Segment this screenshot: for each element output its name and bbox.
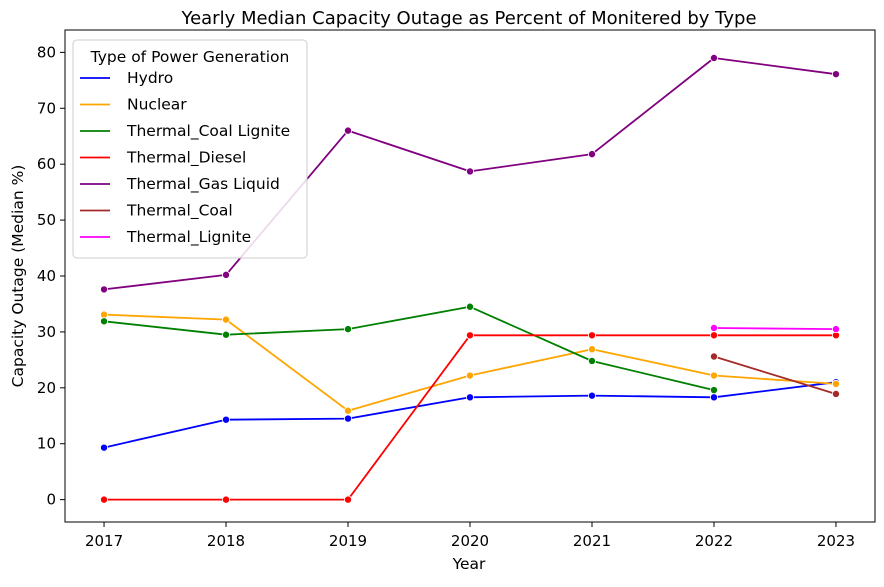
data-point-hydro [587,391,596,400]
x-tick-label: 2017 [85,532,123,550]
legend: Type of Power Generation Hydro Nuclear The… [72,39,308,259]
x-tick-label: 2021 [573,532,611,550]
legend-title: Type of Power Generation [90,48,290,66]
legend-label: Thermal_Gas Liquid [126,175,280,194]
data-point-hydro [344,414,353,423]
data-point-thermal-diesel [344,495,353,504]
y-tick-label: 30 [37,323,56,341]
legend-item-thermal-coal: Thermal_Coal [80,202,233,221]
y-axis-ticks: 0 10 20 30 40 50 60 70 80 [37,43,65,509]
data-point-thermal-diesel [587,331,596,340]
legend-label: Nuclear [127,96,187,114]
y-tick-label: 20 [37,379,56,397]
plot-area [100,53,840,504]
y-tick-label: 50 [37,211,56,229]
data-point-hydro [709,393,718,402]
series-line-thermal-lignite [713,327,837,330]
data-point-hydro [222,415,231,424]
x-tick-label: 2018 [207,532,245,550]
legend-label: Hydro [127,69,173,87]
data-point-nuclear [222,315,231,324]
legend-label: Thermal_Coal Lignite [126,122,290,141]
legend-box [72,39,308,259]
data-point-nuclear [831,379,840,388]
y-tick-label: 60 [37,155,56,173]
data-point-thermal-diesel [465,331,474,340]
legend-items: Hydro Nuclear Thermal_Coal Lignite Thermal_… [80,69,290,247]
x-axis-label: Year [452,555,486,573]
legend-label: Thermal_Coal [126,202,233,221]
y-axis-label: Capacity Outage (Median %) [9,165,27,388]
y-tick-label: 10 [37,435,56,453]
legend-label: Thermal_Lignite [126,228,251,247]
data-point-nuclear [587,345,596,354]
data-point-thermal-coal-lignite [465,302,474,311]
legend-item-thermal-diesel: Thermal_Diesel [80,149,246,168]
data-point-thermal-lignite [831,325,840,334]
x-tick-label: 2020 [451,532,489,550]
data-point-hydro [465,393,474,402]
data-point-thermal-coal-lignite [709,386,718,395]
data-point-thermal-coal-lignite [100,317,109,326]
series-nuclear [100,310,840,415]
legend-label: Thermal_Diesel [126,149,246,168]
y-tick-label: 70 [37,99,56,117]
x-tick-label: 2019 [329,532,367,550]
data-point-thermal-gas-liquid [100,285,109,294]
legend-item-nuclear: Nuclear [80,96,187,114]
data-point-thermal-gas-liquid [344,126,353,135]
legend-item-hydro: Hydro [80,69,173,87]
data-point-thermal-coal [709,352,718,361]
data-point-nuclear [100,310,109,319]
x-tick-label: 2023 [817,532,855,550]
y-tick-label: 40 [37,267,56,285]
data-point-thermal-gas-liquid [709,53,718,62]
y-tick-label: 0 [46,491,56,509]
data-point-thermal-coal-lignite [344,325,353,334]
x-axis-ticks: 2017 2018 2019 2020 2021 2022 2023 [85,522,855,550]
legend-item-thermal-coal-lignite: Thermal_Coal Lignite [80,122,290,141]
data-point-thermal-gas-liquid [222,270,231,279]
chart-title: Yearly Median Capacity Outage as Percent… [180,8,756,29]
y-tick-label: 80 [37,43,56,61]
data-point-nuclear [465,371,474,380]
series-thermal-coal [709,352,840,398]
data-point-thermal-gas-liquid [831,70,840,79]
data-point-thermal-gas-liquid [465,167,474,176]
series-line-thermal-coal [713,355,837,395]
data-point-nuclear [709,371,718,380]
data-point-thermal-diesel [222,495,231,504]
data-point-thermal-coal-lignite [222,330,231,339]
legend-item-thermal-lignite: Thermal_Lignite [80,228,251,247]
series-thermal-coal-lignite [100,302,718,395]
data-point-thermal-gas-liquid [587,150,596,159]
legend-item-thermal-gas-liquid: Thermal_Gas Liquid [80,175,280,194]
x-tick-label: 2022 [695,532,733,550]
data-point-thermal-diesel [100,495,109,504]
data-point-thermal-lignite [709,323,718,332]
data-point-hydro [100,443,109,452]
data-point-nuclear [344,406,353,415]
data-point-thermal-coal [831,389,840,398]
data-point-thermal-diesel [709,331,718,340]
series-thermal-lignite [709,323,840,334]
data-point-thermal-coal-lignite [587,356,596,365]
series-line-thermal-coal-lignite [103,305,715,391]
series-thermal-gas-liquid [100,53,840,294]
